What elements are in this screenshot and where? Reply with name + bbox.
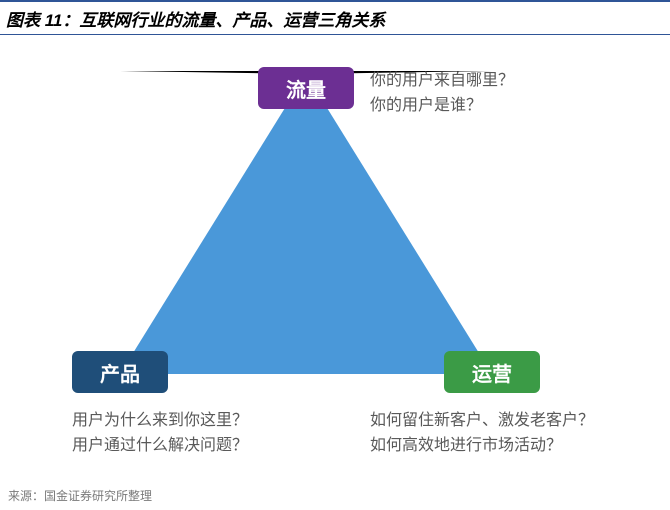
figure-title: 图表 11：互联网行业的流量、产品、运营三角关系	[0, 0, 670, 35]
questions-ops: 如何留住新客户、激发老客户？ 如何高效地进行市场活动？	[370, 409, 594, 459]
questions-traffic: 你的用户来自哪里？ 你的用户是谁？	[370, 69, 514, 119]
figure-frame: 图表 11：互联网行业的流量、产品、运营三角关系 流量 产品 运营 你的用户来自…	[0, 0, 670, 510]
questions-product: 用户为什么来到你这里？ 用户通过什么解决问题？	[72, 409, 248, 459]
node-traffic: 流量	[258, 67, 354, 109]
node-ops: 运营	[444, 351, 540, 393]
node-product: 产品	[72, 351, 168, 393]
source-caption: 来源：国金证券研究所整理	[8, 487, 152, 504]
diagram-area: 流量 产品 运营 你的用户来自哪里？ 你的用户是谁？ 用户为什么来到你这里？ 用…	[0, 35, 670, 465]
